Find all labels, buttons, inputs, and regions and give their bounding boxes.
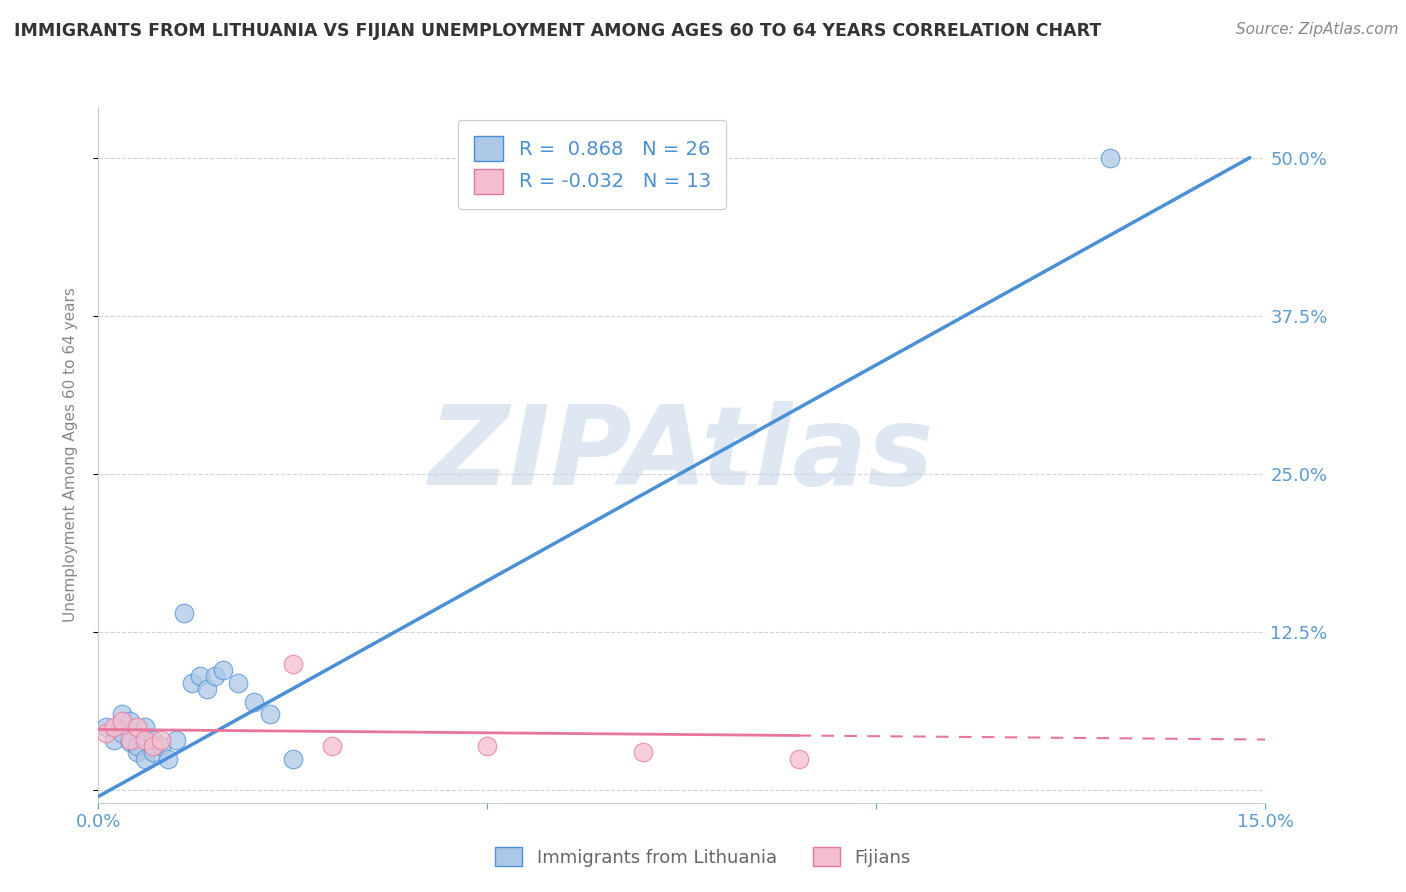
Point xyxy=(631,745,654,759)
Point xyxy=(157,751,180,765)
Point xyxy=(111,726,134,740)
Point xyxy=(118,714,141,728)
Point xyxy=(103,732,125,747)
Point xyxy=(281,751,304,765)
Point xyxy=(118,732,141,747)
Point xyxy=(321,739,343,753)
Point xyxy=(188,669,211,683)
Point xyxy=(96,720,118,734)
Point xyxy=(142,739,165,753)
Legend: R =  0.868   N = 26, R = -0.032   N = 13: R = 0.868 N = 26, R = -0.032 N = 13 xyxy=(458,120,725,209)
Point xyxy=(127,745,149,759)
Point xyxy=(127,739,149,753)
Point xyxy=(134,732,156,747)
Point xyxy=(149,739,172,753)
Point xyxy=(1098,151,1121,165)
Point xyxy=(243,695,266,709)
Point xyxy=(165,732,187,747)
Point xyxy=(142,732,165,747)
Point xyxy=(134,751,156,765)
Point xyxy=(204,669,226,683)
Point xyxy=(228,675,250,690)
Point xyxy=(142,745,165,759)
Point xyxy=(118,735,141,749)
Point xyxy=(111,714,134,728)
Point xyxy=(195,681,218,696)
Text: ZIPAtlas: ZIPAtlas xyxy=(429,401,935,508)
Point xyxy=(149,732,172,747)
Point xyxy=(134,720,156,734)
Point xyxy=(212,663,235,677)
Point xyxy=(180,675,202,690)
Y-axis label: Unemployment Among Ages 60 to 64 years: Unemployment Among Ages 60 to 64 years xyxy=(63,287,77,623)
Point xyxy=(127,720,149,734)
Point xyxy=(96,726,118,740)
Point xyxy=(787,751,810,765)
Text: IMMIGRANTS FROM LITHUANIA VS FIJIAN UNEMPLOYMENT AMONG AGES 60 TO 64 YEARS CORRE: IMMIGRANTS FROM LITHUANIA VS FIJIAN UNEM… xyxy=(14,22,1101,40)
Point xyxy=(477,739,499,753)
Point xyxy=(173,606,195,620)
Point xyxy=(259,707,281,722)
Point xyxy=(103,720,125,734)
Point xyxy=(111,707,134,722)
Text: Source: ZipAtlas.com: Source: ZipAtlas.com xyxy=(1236,22,1399,37)
Point xyxy=(281,657,304,671)
Legend: Immigrants from Lithuania, Fijians: Immigrants from Lithuania, Fijians xyxy=(488,840,918,874)
